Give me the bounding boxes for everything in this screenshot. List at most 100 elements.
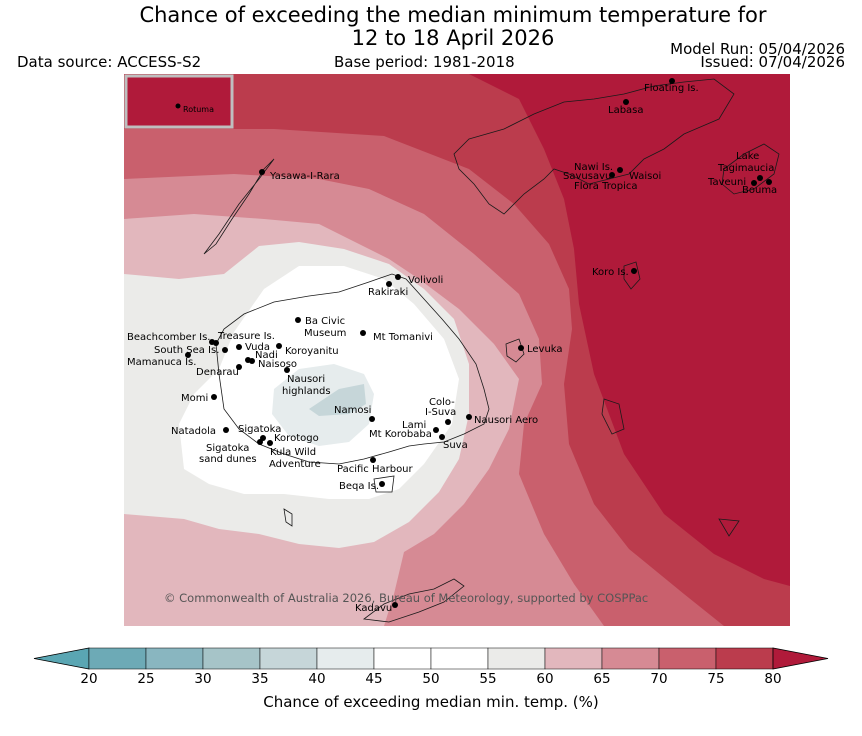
place-label: Vuda [245, 342, 270, 353]
place-label: Ba Civic [305, 316, 345, 327]
place-label: sand dunes [199, 454, 257, 465]
colorbar-tick-label: 65 [593, 671, 611, 687]
place-label: Kadavu [355, 603, 392, 614]
place-label: Nausori [287, 374, 325, 385]
place-label: Rakiraki [368, 287, 408, 298]
place-label: Labasa [608, 105, 644, 116]
place-label: Suva [443, 440, 468, 451]
place-label: Koro Is. [592, 267, 629, 278]
place-label: Mamanuca Is. [127, 357, 196, 368]
colorbar-extend-high [772, 647, 829, 670]
place-label: Savusavu [563, 171, 611, 182]
title-line-1: Chance of exceeding the median minimum t… [139, 3, 767, 27]
place-label: I-Suva [425, 407, 456, 418]
coast-kadavu [362, 578, 465, 623]
place-markers [185, 78, 772, 608]
colorbar-tick-label: 55 [479, 671, 497, 687]
place-label: Beqa Is. [339, 481, 379, 492]
coastlines [203, 78, 780, 623]
coast-beqa [373, 475, 395, 493]
place-label: Bouma [742, 185, 777, 196]
place-label: Kula Wild [270, 447, 316, 458]
place-label: Natadola [171, 426, 216, 437]
colorbar-cell [202, 647, 261, 670]
coast-koro [623, 261, 641, 290]
place-label: Volivoli [408, 275, 443, 286]
place-label: Adventure [269, 459, 321, 470]
place-label: Nadi [255, 350, 278, 361]
place-label: Yasawa-I-Rara [269, 171, 340, 182]
colorbar-tick-label: 80 [764, 671, 782, 687]
place-label: Pacific Harbour [337, 464, 414, 475]
band-35-40 [309, 384, 366, 416]
place-label: Waisoi [629, 171, 661, 182]
data-source: Data source: ACCESS-S2 [17, 53, 202, 71]
coast-viti-levu [215, 273, 490, 465]
coast-ovalau [505, 338, 525, 363]
colorbar-cell [658, 647, 717, 670]
place-label: Treasure Is. [217, 331, 275, 342]
place-label: Denarau [196, 367, 239, 378]
colorbar [33, 647, 829, 670]
place-label: Sigatoka [238, 424, 281, 435]
coast-east-islet [718, 518, 740, 537]
inset-label: Rotuma [183, 105, 214, 114]
colorbar-cell [544, 647, 603, 670]
place-label: Koroyanitu [285, 346, 339, 357]
place-label: Beachcomber Is. [127, 332, 210, 343]
place-label: Mt Korobaba [369, 429, 432, 440]
colorbar-cell [430, 647, 489, 670]
colorbar-tick-label: 40 [308, 671, 326, 687]
colorbar-cell [487, 647, 546, 670]
copyright-notice: © Commonwealth of Australia 2026, Bureau… [164, 591, 649, 605]
colorbar-extend-low [33, 647, 90, 670]
place-label: Floating Is. [644, 83, 699, 94]
place-label: Mt Tomanivi [373, 332, 433, 343]
place-label: Namosi [334, 405, 371, 416]
colorbar-tick-label: 70 [650, 671, 668, 687]
place-label: Taveuni [707, 177, 746, 188]
place-label: South Sea Is. [154, 345, 219, 356]
colorbar-tick-label: 25 [137, 671, 155, 687]
colorbar-tick-label: 60 [536, 671, 554, 687]
colorbar-tick-label: 30 [194, 671, 212, 687]
place-label: Nausori Aero [474, 415, 538, 426]
issued-date: Issued: 07/04/2026 [700, 53, 845, 71]
place-label: Museum [304, 328, 346, 339]
place-label: highlands [282, 386, 331, 397]
colorbar-tick-label: 35 [251, 671, 269, 687]
place-label: Sigatoka [206, 443, 249, 454]
place-label: Flora Tropica [574, 181, 637, 192]
colorbar-cell [316, 647, 375, 670]
colorbar-tick-label: 45 [365, 671, 383, 687]
probability-map: Rotuma Floating Is. Labasa Nawi Is. Savu… [124, 74, 790, 626]
place-label: Korotogo [274, 433, 319, 444]
place-label: Tagimaucia [717, 163, 774, 174]
coast-gau [601, 398, 625, 435]
model-run: Model Run: 05/04/2026 [670, 40, 845, 58]
colorbar-tick-label: 50 [422, 671, 440, 687]
title-line-2: 12 to 18 April 2026 [351, 26, 555, 50]
colorbar-title: Chance of exceeding median min. temp. (%… [263, 693, 599, 711]
base-period: Base period: 1981-2018 [334, 53, 515, 71]
colorbar-cell [601, 647, 660, 670]
colorbar-cell [88, 647, 147, 670]
place-label: Momi [181, 393, 208, 404]
colorbar-tick-label: 75 [707, 671, 725, 687]
place-label: Colo- [429, 397, 455, 408]
coast-taveuni [721, 143, 780, 195]
place-label: Naisoso [258, 359, 297, 370]
colorbar-cell [145, 647, 204, 670]
colorbar-cell [715, 647, 774, 670]
colorbar-cell [259, 647, 318, 670]
place-label: Levuka [527, 344, 563, 355]
place-label: Lami [402, 420, 426, 431]
rotuma-inset: Rotuma [124, 74, 234, 129]
coast-yasawa [203, 158, 275, 255]
colorbar-tick-label: 20 [80, 671, 98, 687]
coast-vatulele [283, 508, 293, 527]
colorbar-cell [373, 647, 432, 670]
place-label: Nawi Is. [574, 162, 613, 173]
place-label: Lake [736, 151, 759, 162]
coast-vanua-levu [453, 78, 735, 215]
